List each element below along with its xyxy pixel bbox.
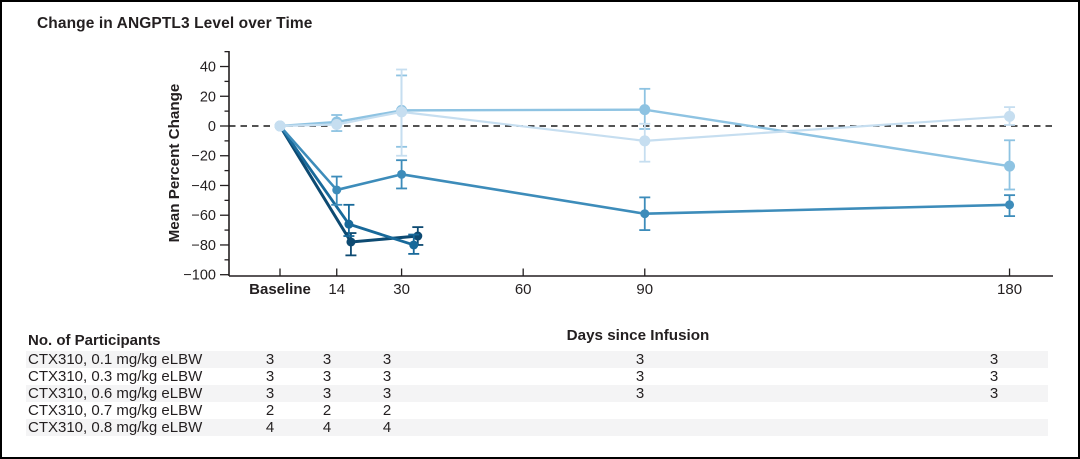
row-label: CTX310, 0.3 mg/kg eLBW [28,368,203,385]
data-point [1004,160,1016,172]
data-point [331,119,343,131]
y-tick-label: −80 [191,238,216,254]
x-tick-label: 14 [328,281,345,298]
table-row: CTX310, 0.1 mg/kg eLBW 3 3 3 3 3 [26,351,1048,368]
row-label: CTX310, 0.6 mg/kg eLBW [28,385,203,402]
data-point [640,209,650,219]
data-point [346,237,356,247]
data-point [274,120,286,132]
row-label: CTX310, 0.8 mg/kg eLBW [28,419,203,436]
data-point [639,104,651,116]
participant-count: 3 [382,385,392,402]
y-tick-label: 40 [200,60,216,76]
y-tick-label: 20 [200,89,216,105]
data-point [1004,110,1016,122]
series-2-group [275,121,1016,231]
x-axis-title: Days since Infusion [567,327,710,344]
data-point [639,135,651,147]
row-label: CTX310, 0.7 mg/kg eLBW [28,402,203,419]
participant-count: 3 [989,385,999,402]
participant-count: 3 [265,385,275,402]
participant-count: 3 [382,351,392,368]
x-tick-label: 30 [393,281,410,298]
y-axis-title: Mean Percent Change [166,84,183,243]
participant-count: 3 [635,351,645,368]
y-tick-label: −60 [191,208,216,224]
participant-count: 3 [322,368,332,385]
figure-title: Change in ANGPTL3 Level over Time [37,15,313,32]
participant-count: 3 [265,368,275,385]
data-point [397,169,407,179]
participant-count: 2 [265,402,275,419]
y-tick-label: −20 [191,149,216,165]
data-point [396,106,408,118]
participant-count: 3 [635,385,645,402]
participants-table-header: No. of Participants [28,332,161,349]
x-tick-label: Baseline [249,281,311,298]
participant-count: 2 [322,402,332,419]
participant-count: 3 [989,351,999,368]
table-row: CTX310, 0.3 mg/kg eLBW 3 3 3 3 3 [26,368,1048,385]
y-tick-label: −40 [191,178,216,194]
participant-count: 4 [322,419,332,436]
table-row: CTX310, 0.7 mg/kg eLBW 2 2 2 [26,402,1048,419]
participant-count: 3 [989,368,999,385]
row-label: CTX310, 0.1 mg/kg eLBW [28,351,203,368]
y-tick-label: 0 [208,119,216,135]
participant-count: 4 [265,419,275,436]
data-point [332,185,342,195]
participant-count: 3 [322,351,332,368]
table-row: CTX310, 0.8 mg/kg eLBW 4 4 4 [26,419,1048,436]
participant-count: 3 [635,368,645,385]
x-tick-label: 60 [515,281,532,298]
participant-count: 3 [382,368,392,385]
participant-count: 2 [382,402,392,419]
table-row: CTX310, 0.6 mg/kg eLBW 3 3 3 3 3 [26,385,1048,402]
data-point [1005,200,1015,210]
series-0-group [274,68,1016,163]
participant-count: 3 [265,351,275,368]
participant-count: 4 [382,419,392,436]
x-tick-label: 180 [997,281,1022,298]
data-point [409,240,419,250]
data-point [413,231,423,241]
data-point [344,219,354,229]
participant-count: 3 [322,385,332,402]
y-tick-label: −100 [183,268,216,284]
x-tick-label: 90 [636,281,653,298]
